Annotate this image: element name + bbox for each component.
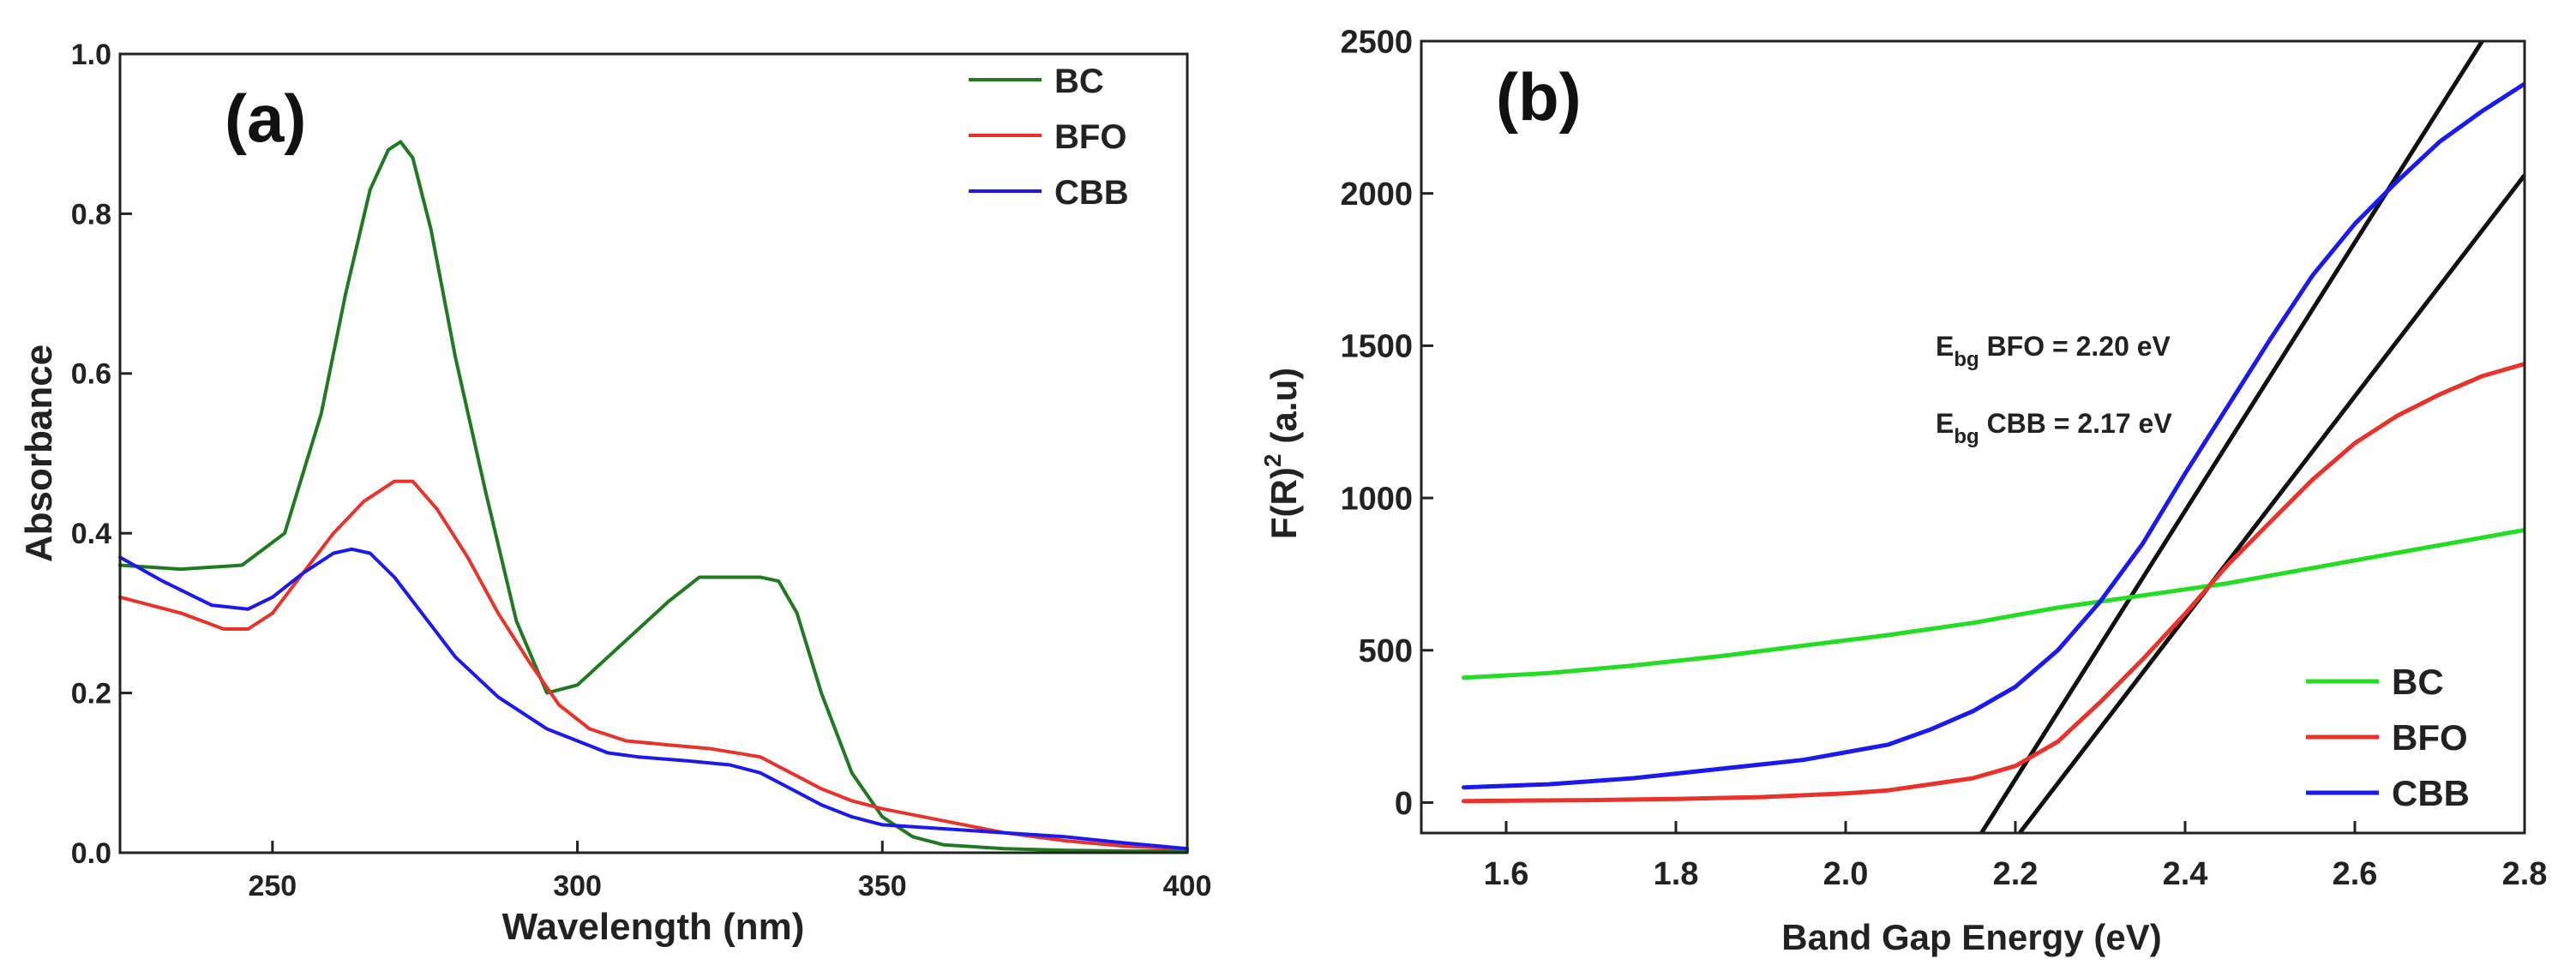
b-legend-label-bc: BC [2392, 662, 2444, 702]
b-x-axis-label: Band Gap Energy (eV) [1781, 917, 2161, 957]
b-y-tick-label: 1500 [1340, 329, 1413, 365]
b-annotation-0: Ebg BFO = 2.20 eV [1936, 331, 2171, 371]
a-y-tick-label: 0.6 [71, 358, 111, 391]
b-legend: BC BFO CBB [2306, 662, 2470, 813]
a-y-tick-label: 0.4 [71, 518, 111, 550]
b-y-tick-label: 0 [1395, 786, 1413, 822]
b-x-tick-label: 2.4 [2163, 856, 2208, 892]
a-x-tick-label: 400 [1163, 870, 1212, 902]
a-y-axis-label: Absorbance [18, 345, 60, 562]
a-plot-frame [118, 52, 1189, 854]
b-tangent-line-0 [1979, 41, 2484, 833]
a-x-axis-label: Wavelength (nm) [502, 906, 805, 948]
b-y-label-main: F(R) [1264, 467, 1304, 539]
a-series-lines [118, 140, 1189, 854]
a-y-tick-label: 0.2 [71, 678, 111, 710]
chart-panel-b: 1.6 1.8 2.0 2.2 2.4 2.6 2.8 0 500 1000 1500 2000 250… [1259, 24, 2547, 957]
b-x-tick-label: 1.6 [1484, 856, 1529, 892]
b-ticks: 1.6 1.8 2.0 2.2 2.4 2.6 2.8 0 500 1000 1500 2000 250… [1340, 24, 2547, 892]
b-y-tick-label: 500 [1359, 633, 1413, 669]
b-tangent-line-1 [2018, 173, 2525, 833]
a-y-tick-label: 1.0 [71, 39, 111, 71]
b-annotations: Ebg BFO = 2.20 eV Ebg CBB = 2.17 eV [1936, 331, 2172, 448]
b-series-lines [1462, 41, 2525, 833]
a-legend-label-cbb: CBB [1054, 174, 1129, 212]
b-plot-frame [1420, 39, 2526, 835]
chart-panel-a: 250 300 350 400 0.0 0.2 0.4 0.6 0.8 1.0 (a) Wavel… [18, 39, 1211, 948]
b-y-label-unit: (a.u) [1264, 368, 1304, 444]
a-x-tick-label: 250 [248, 870, 297, 902]
b-x-tick-label: 2.0 [1823, 856, 1869, 892]
b-legend-label-cbb: CBB [2392, 773, 2470, 813]
a-series-line-bfo [118, 479, 1189, 851]
a-ticks: 250 300 350 400 0.0 0.2 0.4 0.6 0.8 1.0 [71, 39, 1212, 902]
a-legend-label-bfo: BFO [1054, 118, 1126, 156]
b-series-line-bc [1462, 527, 2525, 680]
a-legend-label-bc: BC [1054, 63, 1104, 100]
a-x-tick-label: 300 [553, 870, 602, 902]
a-x-tick-label: 350 [858, 870, 907, 902]
a-legend: BC BFO CBB [969, 63, 1129, 212]
b-series-line-bfo [1462, 362, 2525, 804]
svg-text:F(R)2(a.u): F(R)2 (a.u) [1259, 368, 1304, 539]
b-legend-label-bfo: BFO [2392, 717, 2468, 758]
a-y-tick-label: 0.8 [71, 198, 111, 231]
b-x-tick-label: 1.8 [1654, 856, 1699, 892]
b-x-tick-label: 2.8 [2502, 856, 2548, 892]
b-y-tick-label: 1000 [1340, 481, 1413, 517]
b-x-tick-label: 2.2 [1993, 856, 2039, 892]
b-y-tick-label: 2000 [1340, 177, 1413, 213]
b-y-tick-label: 2500 [1340, 24, 1413, 60]
a-series-line-cbb [118, 547, 1189, 851]
a-series-line-bc [118, 140, 1189, 854]
b-panel-label: (b) [1496, 59, 1582, 135]
a-panel-label: (a) [225, 81, 306, 156]
b-annotation-1: Ebg CBB = 2.17 eV [1936, 408, 2172, 448]
b-y-axis-label: F(R)2 (a.u) [1259, 368, 1304, 539]
b-x-tick-label: 2.6 [2333, 856, 2378, 892]
b-y-label-sup: 2 [1259, 454, 1286, 468]
a-y-tick-label: 0.0 [71, 837, 111, 870]
b-series-line-cbb [1462, 81, 2525, 790]
